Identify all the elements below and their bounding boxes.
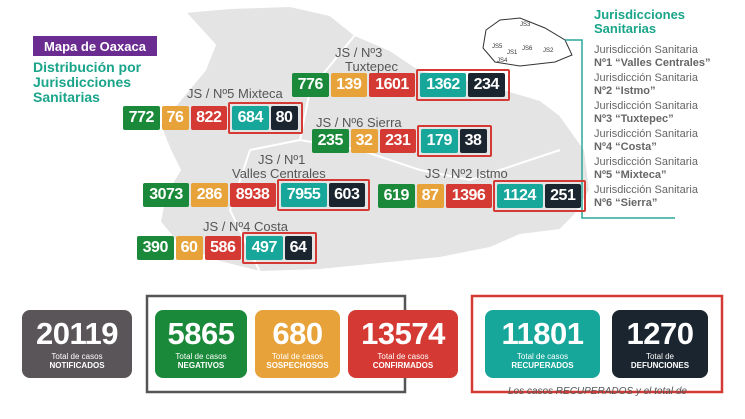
total-key: SOSPECHOSOS [266, 361, 329, 370]
region-label: JS / Nº1 [258, 152, 306, 167]
total-value: 11801 [501, 316, 585, 351]
region-value: 822 [190, 106, 227, 130]
title: Distribución por Jurisdicciones Sanitari… [33, 59, 142, 105]
legend-line2: Nº2 “Istmo” [594, 85, 656, 97]
region-value: 231 [379, 129, 416, 153]
total-key: DEFUNCIONES [630, 361, 690, 370]
mini-map [482, 17, 573, 67]
total-sub: Total de casos [51, 352, 103, 361]
total-value: 5865 [167, 316, 235, 351]
region-name: Valles Centrales [232, 166, 326, 181]
region-label: JS / Nº6 Sierra [316, 115, 402, 130]
legend-line1: Jurisdicción Sanitaria [594, 128, 698, 140]
region-value: 286 [191, 183, 228, 207]
region-value: 3073 [143, 183, 189, 207]
mini-label: JS5 [492, 44, 503, 50]
region-value: 251 [544, 184, 581, 208]
region-value: 87 [416, 184, 444, 208]
region-value: 235 [312, 129, 349, 153]
region-label: JS / Nº3 [335, 45, 383, 60]
highlight-frame [242, 232, 317, 264]
legend-line2: Nº4 “Costa” [594, 141, 657, 153]
region-value: 234 [468, 73, 505, 97]
region-value: 619 [378, 184, 415, 208]
region-value: 390 [137, 236, 174, 260]
total-value: 680 [272, 316, 323, 351]
totals-frame-red [470, 294, 724, 394]
region-value: 64 [284, 236, 312, 260]
total-box: 13574 Total de casos CONFIRMADOS [348, 310, 458, 378]
legend-line2: Nº1 “Valles Centrales” [594, 57, 711, 69]
region-name: Tuxtepec [345, 59, 398, 74]
region-value: 1396 [445, 184, 492, 208]
total-key: NEGATIVOS [177, 361, 225, 370]
highlight-frame [416, 69, 510, 101]
total-box: 20119 Total de casos NOTIFICADOS [22, 310, 132, 378]
legend-line1: Jurisdicción Sanitaria [594, 156, 698, 168]
region-value: 7955 [280, 183, 327, 207]
total-sub: Total de casos [271, 352, 324, 361]
legend-line2: Nº6 “Sierra” [594, 197, 658, 209]
region-value: 139 [330, 73, 367, 97]
total-box: 1270 Total de DEFUNCIONES [612, 310, 708, 378]
total-sub: Total de casos [377, 352, 429, 361]
total-value: 20119 [36, 316, 119, 351]
region-value: 179 [421, 129, 458, 153]
legend-line2: Nº5 “Mixteca” [594, 169, 667, 181]
region-value: 1124 [496, 184, 543, 208]
total-box: 11801 Total de casos RECUPERADOS [485, 310, 600, 378]
mini-label: JS3 [520, 22, 531, 28]
total-sub: Total de [645, 352, 675, 361]
region-value: 1601 [369, 73, 415, 97]
region-label: JS / Nº5 Mixteca [187, 86, 283, 101]
legend-line2: Nº3 “Tuxtepec” [594, 113, 674, 125]
mini-label: JS4 [497, 58, 508, 64]
badge: Mapa de Oaxaca [33, 36, 157, 56]
mini-label: JS1 [507, 50, 518, 56]
total-box: 5865 Total de casos NEGATIVOS [155, 310, 247, 378]
highlight-frame [276, 179, 370, 211]
total-key: CONFIRMADOS [372, 361, 434, 370]
region-value: 603 [328, 183, 365, 207]
legend-title: Jurisdicciones Sanitarias [594, 7, 686, 36]
legend-line1: Jurisdicción Sanitaria [594, 100, 698, 112]
total-sub: Total de casos [175, 352, 227, 361]
mini-label: JS2 [543, 48, 554, 54]
region-value: 1362 [420, 73, 466, 97]
region-value: 80 [270, 106, 298, 130]
highlight-frame [228, 102, 303, 134]
total-value: 13574 [361, 316, 445, 351]
highlight-frame [492, 180, 586, 212]
region-value: 60 [175, 236, 203, 260]
region-value: 497 [246, 236, 283, 260]
region-value: 76 [161, 106, 189, 130]
highlight-frame [417, 125, 492, 157]
total-key: RECUPERADOS [511, 361, 574, 370]
region-value: 684 [232, 106, 269, 130]
total-box: 680 Total de casos SOSPECHOSOS [255, 310, 340, 378]
region-value: 776 [292, 73, 329, 97]
region-value: 38 [459, 129, 487, 153]
region-value: 32 [350, 129, 378, 153]
total-sub: Total de casos [516, 352, 569, 361]
region-border [249, 138, 561, 182]
legend-connector [565, 39, 675, 219]
mini-label: JS6 [522, 46, 533, 52]
note: Los casos RECUPERADOS y el total de [508, 386, 687, 397]
total-value: 1270 [626, 316, 694, 351]
region-value: 772 [123, 106, 160, 130]
total-key: NOTIFICADOS [49, 361, 105, 370]
region-label: JS / Nº4 Costa [203, 219, 288, 234]
legend-line1: Jurisdicción Sanitaria [594, 72, 698, 84]
legend-line1: Jurisdicción Sanitaria [594, 184, 698, 196]
legend-line1: Jurisdicción Sanitaria [594, 44, 698, 56]
region-value: 8938 [229, 183, 276, 207]
region-value: 586 [204, 236, 241, 260]
region-label: JS / Nº2 Istmo [425, 166, 508, 181]
